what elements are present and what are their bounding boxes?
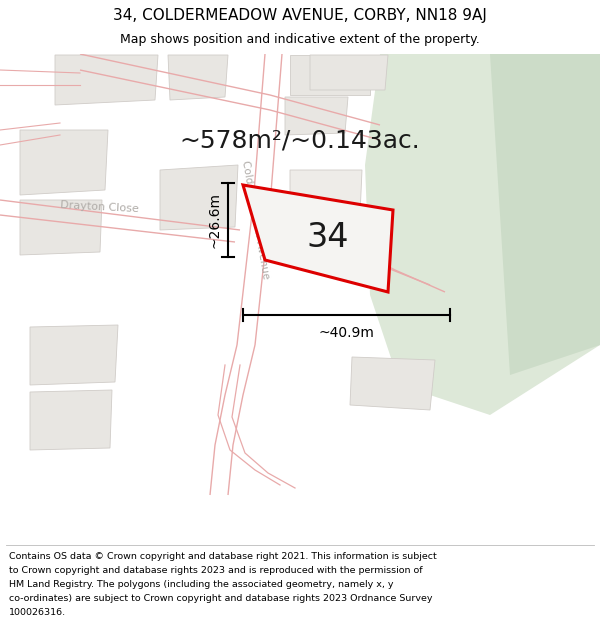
Text: Drayton Close: Drayton Close [61,200,140,214]
Polygon shape [20,130,108,195]
Text: Contains OS data © Crown copyright and database right 2021. This information is : Contains OS data © Crown copyright and d… [9,552,437,561]
Polygon shape [290,55,370,95]
Polygon shape [55,55,158,105]
Text: 34, COLDERMEADOW AVENUE, CORBY, NN18 9AJ: 34, COLDERMEADOW AVENUE, CORBY, NN18 9AJ [113,8,487,22]
Polygon shape [290,170,362,215]
Polygon shape [490,54,600,375]
Text: ~26.6m: ~26.6m [207,192,221,248]
Text: 34: 34 [307,221,349,254]
Text: Map shows position and indicative extent of the property.: Map shows position and indicative extent… [120,34,480,46]
Polygon shape [20,200,102,255]
Text: Coldermeadow Avenue: Coldermeadow Avenue [239,160,271,280]
Polygon shape [365,54,600,415]
Text: 100026316.: 100026316. [9,608,66,617]
Text: to Crown copyright and database rights 2023 and is reproduced with the permissio: to Crown copyright and database rights 2… [9,566,422,575]
Polygon shape [243,185,393,292]
Text: co-ordinates) are subject to Crown copyright and database rights 2023 Ordnance S: co-ordinates) are subject to Crown copyr… [9,594,433,602]
Polygon shape [350,357,435,410]
Polygon shape [160,165,238,230]
Polygon shape [285,97,348,135]
Polygon shape [168,55,228,100]
Polygon shape [30,390,112,450]
Polygon shape [310,55,388,90]
Text: ~40.9m: ~40.9m [319,326,374,340]
Text: ~578m²/~0.143ac.: ~578m²/~0.143ac. [179,128,421,152]
Text: HM Land Registry. The polygons (including the associated geometry, namely x, y: HM Land Registry. The polygons (includin… [9,580,394,589]
Polygon shape [30,325,118,385]
